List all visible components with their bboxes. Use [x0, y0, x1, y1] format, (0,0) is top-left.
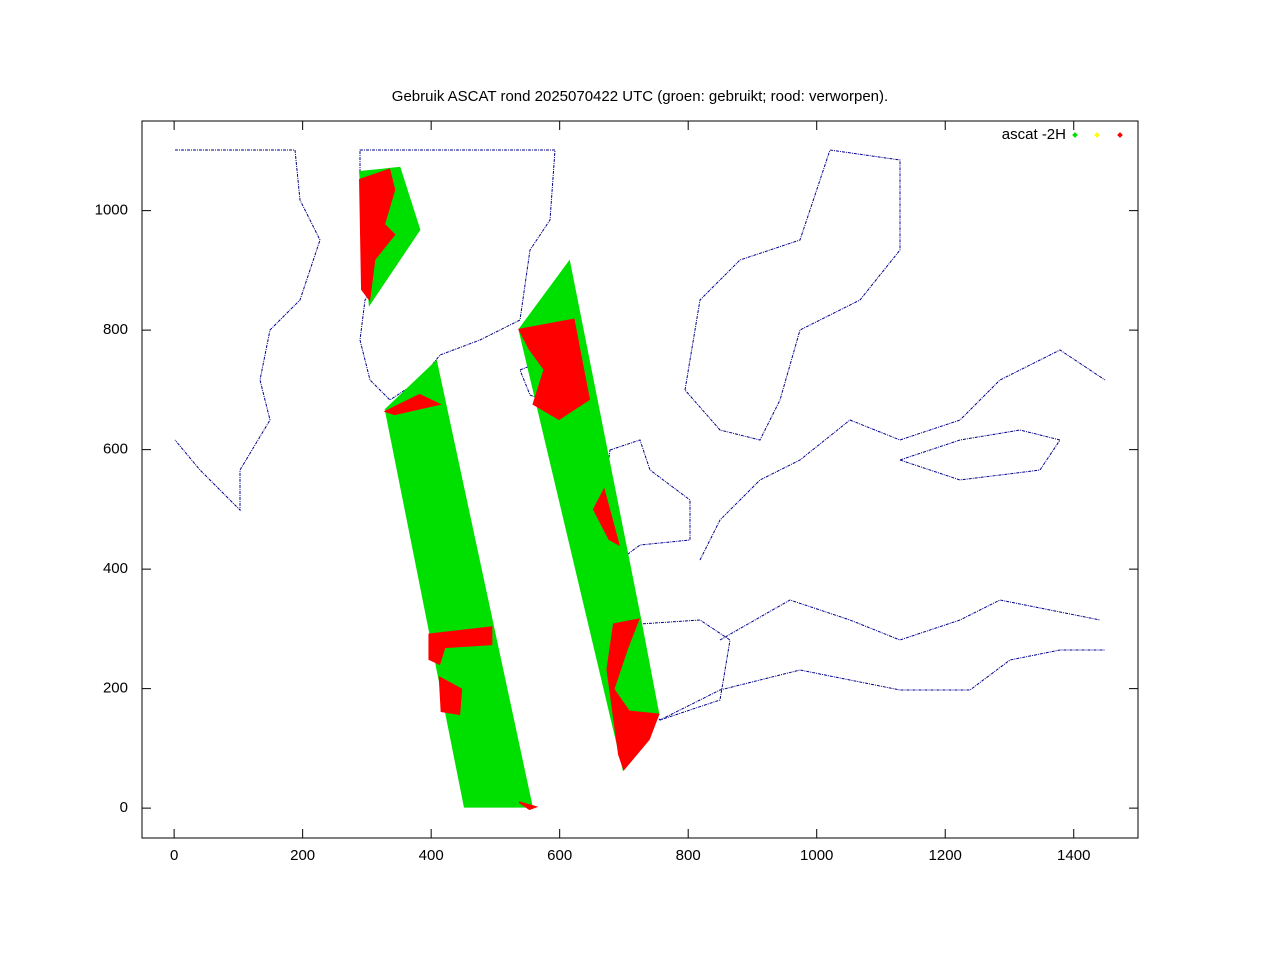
coastline: [684, 149, 901, 441]
x-tick-label: 600: [547, 847, 572, 864]
y-tick-label: 400: [103, 560, 128, 577]
y-tick-label: 800: [103, 321, 128, 338]
y-tick-label: 1000: [95, 202, 128, 219]
x-tick-label: 400: [419, 847, 444, 864]
plot-frame: [141, 120, 1139, 839]
y-tick-label: 0: [120, 799, 128, 816]
coastline: [174, 149, 321, 512]
x-tick-label: 1000: [800, 847, 833, 864]
x-tick-label: 800: [676, 847, 701, 864]
legend-label: ascat -2H: [1002, 126, 1066, 143]
coastline: [719, 599, 1101, 641]
x-tick-label: 1200: [929, 847, 962, 864]
swath: [359, 168, 660, 811]
chart-title: Gebruik ASCAT rond 2025070422 UTC (groen…: [392, 88, 888, 105]
coastline: [699, 349, 1106, 561]
x-tick-label: 0: [170, 847, 178, 864]
y-tick-label: 200: [103, 680, 128, 697]
legend-marker: [1117, 132, 1123, 138]
x-tick-label: 200: [290, 847, 315, 864]
y-tick-label: 600: [103, 441, 128, 458]
coastline: [359, 149, 556, 401]
data-layer: [358, 166, 660, 811]
x-tick-label: 1400: [1057, 847, 1090, 864]
legend-marker: [1094, 132, 1100, 138]
coastline: [659, 649, 1105, 721]
map: [174, 149, 1106, 721]
legend-marker: [1072, 132, 1078, 138]
